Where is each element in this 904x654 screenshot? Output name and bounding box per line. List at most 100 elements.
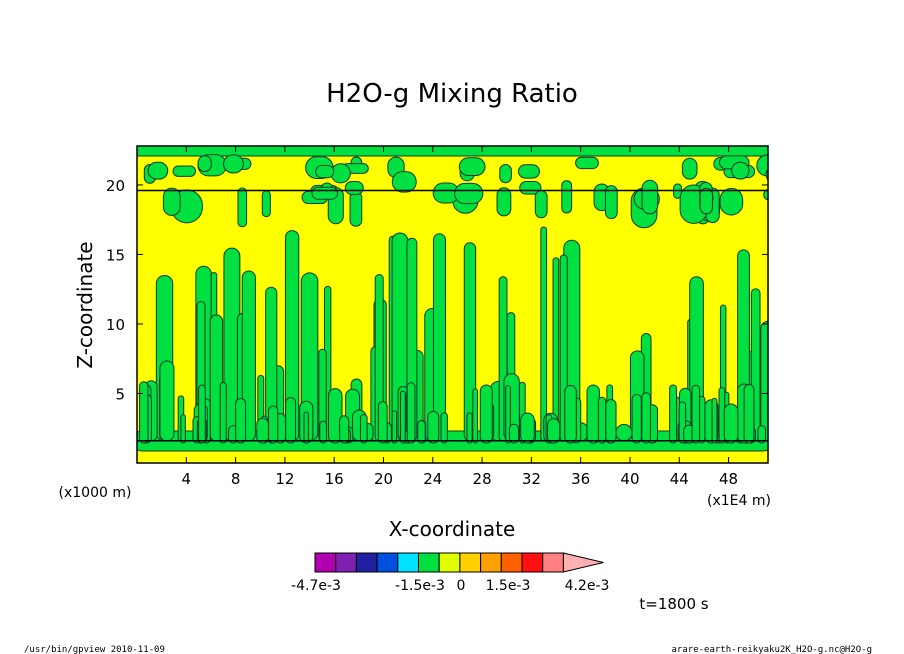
negative-region [311, 186, 339, 200]
negative-region [605, 398, 617, 444]
negative-region [534, 190, 548, 219]
negative-region [223, 154, 244, 174]
negative-region [147, 161, 169, 180]
negative-region [520, 412, 535, 444]
negative-region [631, 393, 642, 444]
x-tick-label: 8 [231, 470, 241, 488]
y-axis-label: Z-coordinate [73, 241, 97, 368]
negative-region [315, 165, 335, 179]
negative-region [454, 182, 484, 205]
negative-region [731, 161, 750, 180]
colorbar-swatch [480, 552, 502, 573]
colorbar-swatch [521, 552, 544, 573]
colorbar [314, 552, 604, 573]
colorbar-swatch [418, 552, 440, 573]
negative-region [219, 382, 227, 444]
footer-left: /usr/bin/gpview 2010-11-09 [24, 645, 165, 654]
negative-anomaly-regions [137, 146, 768, 452]
x-tick-label: 48 [719, 470, 738, 488]
negative-region [159, 360, 175, 442]
plot-frame [136, 145, 769, 464]
negative-region [198, 384, 206, 444]
negative-region [432, 233, 446, 442]
negative-region [339, 415, 350, 444]
negative-region [561, 180, 573, 214]
negative-region [691, 384, 701, 444]
x-tick-label: 24 [423, 470, 442, 488]
negative-region [669, 384, 677, 444]
x-tick-label: 20 [374, 470, 393, 488]
colorbar-swatch [355, 552, 378, 573]
negative-region [479, 384, 493, 444]
y-axis: 5 10 15 20 [106, 177, 768, 403]
negative-region [564, 384, 577, 444]
negative-region [597, 396, 607, 444]
chart-title: H2O-g Mixing Ratio [326, 79, 578, 109]
colorbar-swatch [314, 552, 337, 573]
negative-region [344, 180, 364, 196]
negative-region [180, 414, 186, 444]
x-tick-label: 12 [275, 470, 294, 488]
negative-region [237, 187, 248, 228]
negative-region [546, 418, 561, 444]
negative-region [391, 410, 398, 444]
negative-region [172, 165, 196, 177]
time-label: t=1800 s [639, 595, 708, 613]
negative-region [719, 187, 744, 216]
negative-region [641, 179, 659, 215]
y-tick-label: 10 [106, 316, 125, 334]
negative-region [472, 388, 479, 444]
negative-region [496, 187, 512, 217]
negative-region [303, 411, 309, 444]
negative-region [440, 412, 448, 444]
negative-region [377, 401, 388, 444]
negative-region [756, 154, 768, 177]
negative-region [261, 190, 271, 218]
colorbar-label: 4.2e-3 [565, 578, 610, 594]
negative-region [400, 390, 406, 444]
colorbar-swatch [542, 552, 564, 573]
z-unit-note: (x1000 m) [59, 485, 132, 501]
colorbar-label: 0 [457, 578, 466, 594]
x-tick-label: 44 [670, 470, 689, 488]
negative-region [723, 403, 739, 444]
x-axis: 4 8 12 16 20 24 28 32 36 40 44 48 [182, 146, 738, 488]
colorbar-swatch [376, 552, 399, 573]
negative-region [681, 157, 698, 180]
negative-region [575, 156, 599, 170]
colorbar-swatch [438, 552, 461, 573]
x-tick-label: 32 [522, 470, 541, 488]
negative-region [517, 164, 540, 179]
negative-region [197, 155, 212, 173]
y-tick-label: 15 [106, 246, 125, 264]
colorbar-swatch [459, 552, 482, 573]
colorbar-swatch [335, 552, 357, 573]
x-tick-label: 4 [182, 470, 192, 488]
negative-region [757, 425, 767, 444]
colorbar-swatch [500, 552, 523, 573]
colorbar-label: -4.7e-3 [291, 578, 341, 594]
negative-region [458, 157, 486, 176]
x-unit-note: (x1E4 m) [707, 493, 771, 509]
negative-region [641, 392, 651, 444]
colorbar-label: -1.5e-3 [395, 578, 445, 594]
negative-region [427, 410, 440, 444]
negative-region [699, 187, 713, 215]
footer-right: arare-earth-reikyaku2K_H2O-g.nc@H2O-g [672, 645, 872, 654]
negative-region [604, 185, 618, 220]
x-tick-label: 16 [325, 470, 344, 488]
negative-region [711, 397, 718, 444]
colorbar-arrow [562, 552, 604, 573]
negative-region [391, 171, 417, 193]
plot-area [136, 145, 769, 464]
negative-region [406, 382, 416, 444]
negative-region [743, 383, 755, 444]
x-tick-label: 40 [620, 470, 639, 488]
y-tick-label: 20 [106, 177, 125, 195]
negative-region [586, 384, 600, 444]
x-tick-label: 36 [571, 470, 590, 488]
negative-region [139, 381, 149, 444]
negative-region [137, 146, 768, 157]
x-axis-label: X-coordinate [389, 517, 516, 541]
negative-region [319, 420, 327, 444]
